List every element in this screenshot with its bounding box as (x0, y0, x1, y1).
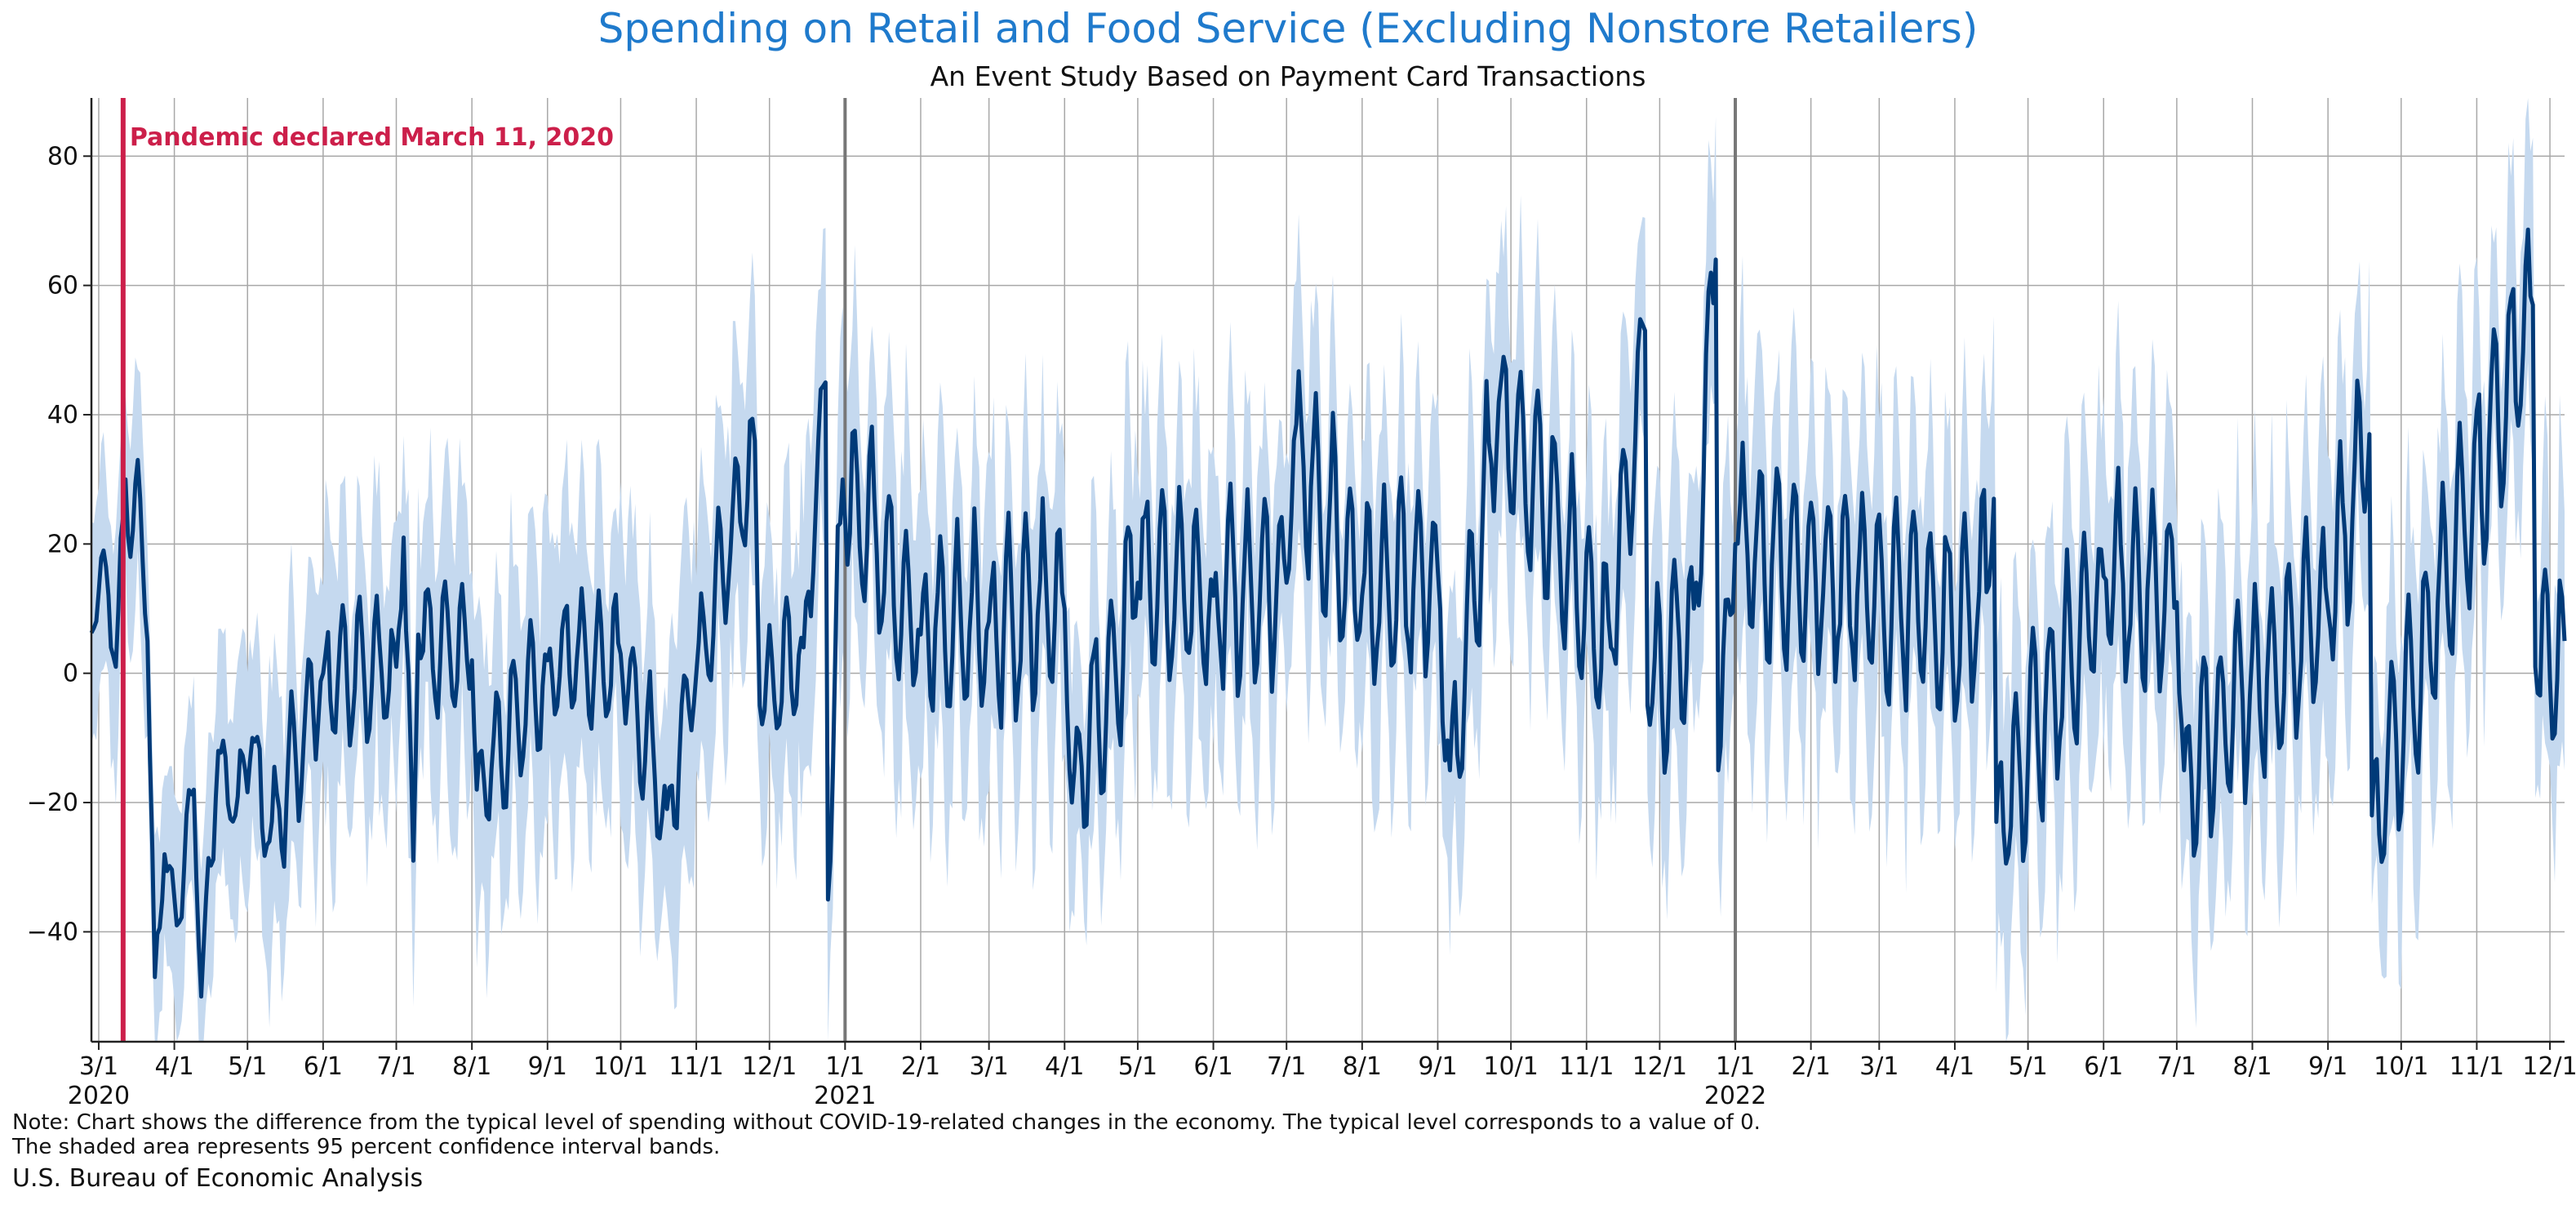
y-tick-label: 60 (47, 272, 78, 300)
note-text-2: The shaded area represents 95 percent co… (12, 1135, 721, 1159)
pandemic-marker-label: Pandemic declared March 11, 2020 (130, 123, 614, 152)
x-tick-label: 5/1 (228, 1052, 267, 1081)
x-tick-label: 3/1 (79, 1052, 118, 1081)
y-tick-label: 20 (47, 530, 78, 558)
x-tick-label: 6/1 (2084, 1052, 2123, 1081)
source-credit: U.S. Bureau of Economic Analysis (12, 1164, 424, 1193)
x-tick-label: 11/1 (668, 1052, 723, 1081)
x-tick-label: 4/1 (1935, 1052, 1974, 1081)
x-tick-label: 5/1 (2008, 1052, 2047, 1081)
chart-subtitle: An Event Study Based on Payment Card Tra… (930, 60, 1646, 92)
x-tick-label: 10/1 (593, 1052, 648, 1081)
x-tick-label: 9/1 (1418, 1052, 1457, 1081)
spending-series (89, 227, 2567, 999)
x-tick-label: 3/1 (970, 1052, 1009, 1081)
x-tick-label: 12/1 (2522, 1052, 2576, 1081)
x-tick-label: 7/1 (2157, 1052, 2196, 1081)
x-tick-label: 2/1 (1792, 1052, 1831, 1081)
x-tick-label: 2/1 (901, 1052, 940, 1081)
axes (83, 98, 2565, 1050)
x-tick-label: 8/1 (452, 1052, 491, 1081)
x-tick-label: 1/1 (825, 1052, 864, 1081)
event-marker: Pandemic declared March 11, 2020 (120, 98, 614, 1042)
x-tick-label: 4/1 (1045, 1052, 1084, 1081)
x-tick-label: 7/1 (376, 1052, 415, 1081)
x-tick-label: 6/1 (304, 1052, 343, 1081)
x-tick-label: 8/1 (2232, 1052, 2272, 1081)
x-tick-label: 10/1 (1483, 1052, 1538, 1081)
x-tick-label: 11/1 (1559, 1052, 1614, 1081)
x-tick-label: 12/1 (1632, 1052, 1687, 1081)
x-tick-label: 9/1 (528, 1052, 567, 1081)
spending-line (89, 227, 2567, 999)
chart-title: Spending on Retail and Food Service (Exc… (597, 5, 1979, 52)
y-tick-label: 40 (47, 401, 78, 429)
x-tick-label: 3/1 (1859, 1052, 1899, 1081)
x-year-label: 2021 (814, 1082, 876, 1110)
x-tick-label: 9/1 (2308, 1052, 2347, 1081)
x-tick-label: 1/1 (1716, 1052, 1755, 1081)
x-tick-label: 5/1 (1118, 1052, 1157, 1081)
y-tick-label: 0 (63, 660, 78, 688)
y-tick-label: −20 (27, 789, 78, 817)
x-tick-label: 8/1 (1343, 1052, 1382, 1081)
x-tick-label: 7/1 (1267, 1052, 1306, 1081)
x-tick-label: 4/1 (154, 1052, 193, 1081)
x-year-label: 2020 (68, 1082, 130, 1110)
tick-labels: −40 −20 0 20 40 60 80 3/1 4/1 5/1 6/1 7/1 8/1 9/1 10/1… (27, 142, 2576, 1110)
y-tick-label: 80 (47, 142, 78, 171)
x-tick-label: 10/1 (2374, 1052, 2428, 1081)
y-tick-label: −40 (27, 918, 78, 946)
note-text: Note: Chart shows the difference from th… (12, 1110, 1761, 1135)
x-tick-label: 6/1 (1193, 1052, 1232, 1081)
x-tick-label: 11/1 (2449, 1052, 2504, 1081)
x-tick-label: 12/1 (742, 1052, 797, 1081)
x-year-label: 2022 (1704, 1082, 1766, 1110)
